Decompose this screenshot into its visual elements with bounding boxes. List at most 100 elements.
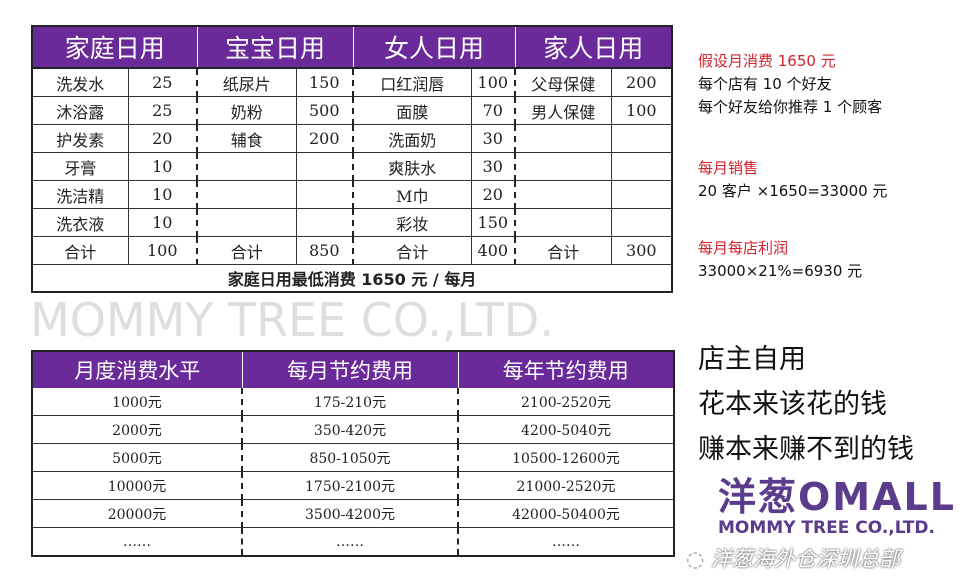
item-name-cell: M巾 — [352, 180, 472, 209]
item-name-cell: 合计 — [196, 236, 297, 265]
item-value-cell: 500 — [295, 96, 354, 125]
item-name-cell: 纸尿片 — [196, 68, 297, 97]
table-row: 5000元 850-1050元 10500-12600元 — [32, 443, 674, 472]
item-value-cell: 200 — [610, 68, 673, 97]
item-value-cell — [295, 180, 354, 209]
item-name-cell: 护发素 — [32, 124, 128, 153]
item-name-cell: 父母保健 — [514, 68, 612, 97]
wechat-icon: ◌ — [686, 547, 705, 571]
item-name-cell — [514, 208, 612, 237]
table-cell: 5000元 — [32, 443, 242, 472]
profit-title: 每月每店利润 — [698, 239, 789, 257]
table-cell: 4200-5040元 — [457, 415, 674, 444]
column-header: 宝宝日用 — [196, 26, 354, 69]
table-row: 10000元 1750-2100元 21000-2520元 — [32, 471, 674, 500]
item-name-cell — [196, 152, 297, 181]
owner-title: 店主自用 — [698, 344, 806, 375]
table-cell: 175-210元 — [241, 388, 458, 416]
table-cell: 2100-2520元 — [457, 388, 674, 416]
footer-total: 家庭日用最低消费 1650 元 / 每月 — [227, 270, 477, 289]
item-name-cell — [196, 208, 297, 237]
item-name-cell: 洗面奶 — [352, 124, 472, 153]
table-row: 20000元 3500-4200元 42000-50400元 — [32, 499, 674, 528]
profit-block: 每月每店利润 33000×21%=6930 元 — [698, 237, 862, 283]
item-name-cell — [196, 180, 297, 209]
column-header: 女人日用 — [352, 26, 516, 69]
item-value-cell: 200 — [295, 124, 354, 153]
item-name-cell — [514, 124, 612, 153]
owner-line-1: 花本来该花的钱 — [698, 389, 887, 420]
column-header: 月度消费水平 — [31, 351, 242, 388]
item-value-cell — [610, 124, 673, 153]
item-value-cell — [610, 152, 673, 181]
wechat-account: 洋葱海外仓深圳总部 — [711, 547, 901, 571]
table-row: 护发素 20 辅食 200 洗面奶 30 — [32, 124, 673, 153]
table-cell: 10500-12600元 — [457, 443, 674, 472]
category-budget-table: 家庭日用 宝宝日用 女人日用 家人日用 洗发水 25 纸尿片 150 口红润唇 100 父母保健 2… — [31, 25, 674, 293]
table-row: 1000元 175-210元 2100-2520元 — [32, 388, 674, 416]
brand-logo: 洋葱OMALL MOMMY TREE CO.,LTD. — [718, 476, 956, 538]
assumption-block: 假设月消费 1650 元 每个店有 10 个好友 每个好友给你推荐 1 个顾客 — [698, 50, 882, 119]
item-value-cell: 20 — [127, 124, 198, 153]
table-cell: 3500-4200元 — [241, 499, 458, 528]
table-cell: 1750-2100元 — [241, 471, 458, 500]
item-value-cell: 25 — [127, 68, 198, 97]
wechat-watermark: ◌ 洋葱海外仓深圳总部 — [686, 546, 900, 572]
item-name-cell: 沐浴露 — [32, 96, 128, 125]
item-value-cell: 30 — [470, 152, 516, 181]
table-cell: …… — [241, 527, 458, 556]
item-name-cell — [514, 152, 612, 181]
item-name-cell: 爽肤水 — [352, 152, 472, 181]
table-row: 洗洁精 10 M巾 20 — [32, 180, 673, 209]
item-name-cell: 彩妆 — [352, 208, 472, 237]
item-value-cell — [295, 152, 354, 181]
item-value-cell: 300 — [610, 236, 673, 265]
table-row: 牙膏 10 爽肤水 30 — [32, 152, 673, 181]
assumption-title: 假设月消费 1650 元 — [698, 52, 836, 70]
item-name-cell: 牙膏 — [32, 152, 128, 181]
table-row: 沐浴露 25 奶粉 500 面膜 70 男人保健 100 — [32, 96, 673, 125]
column-header: 家庭日用 — [31, 26, 198, 69]
item-name-cell: 辅食 — [196, 124, 297, 153]
table-footer-row: 家庭日用最低消费 1650 元 / 每月 — [32, 265, 672, 293]
item-value-cell: 150 — [470, 208, 516, 237]
table-cell: 350-420元 — [241, 415, 458, 444]
assumption-line: 每个店有 10 个好友 — [698, 75, 832, 93]
item-value-cell: 25 — [127, 96, 198, 125]
item-value-cell: 70 — [470, 96, 516, 125]
sales-block: 每月销售 20 客户 ×1650=33000 元 — [698, 157, 887, 203]
table-cell: 42000-50400元 — [457, 499, 674, 528]
item-value-cell: 850 — [295, 236, 354, 265]
table-row: 2000元 350-420元 4200-5040元 — [32, 415, 674, 444]
item-value-cell: 100 — [127, 236, 198, 265]
column-header: 家人日用 — [514, 26, 673, 69]
item-value-cell: 10 — [127, 208, 198, 237]
assumption-line: 每个好友给你推荐 1 个顾客 — [698, 98, 883, 116]
item-value-cell — [295, 208, 354, 237]
profit-line: 33000×21%=6930 元 — [698, 262, 863, 280]
item-value-cell: 20 — [470, 180, 516, 209]
item-value-cell: 30 — [470, 124, 516, 153]
item-value-cell: 400 — [470, 236, 516, 265]
item-value-cell: 150 — [295, 68, 354, 97]
item-name-cell: 合计 — [32, 236, 128, 265]
savings-table: 月度消费水平 每月节约费用 每年节约费用 1000元 175-210元 2100-252… — [31, 350, 675, 557]
table-cell: …… — [457, 527, 674, 556]
item-value-cell: 10 — [127, 152, 198, 181]
item-value-cell: 100 — [470, 68, 516, 97]
item-value-cell: 100 — [610, 96, 673, 125]
item-name-cell: 合计 — [352, 236, 472, 265]
table-cell: 1000元 — [32, 388, 242, 416]
table-row: 洗发水 25 纸尿片 150 口红润唇 100 父母保健 200 — [32, 68, 673, 97]
item-name-cell: 洗洁精 — [32, 180, 128, 209]
table-row: ……………… — [32, 527, 674, 556]
table-row: 合计 100 合计 850 合计 400 合计 300 — [32, 236, 673, 265]
column-header: 每月节约费用 — [241, 351, 458, 388]
table-cell: 2000元 — [32, 415, 242, 444]
table-cell: 20000元 — [32, 499, 242, 528]
item-name-cell: 洗发水 — [32, 68, 128, 97]
brand-logo-cn: 洋葱OMALL — [718, 475, 956, 519]
watermark-text: MOMMY TREE CO.,LTD. — [30, 293, 554, 347]
brand-logo-en: MOMMY TREE CO.,LTD. — [718, 518, 935, 538]
item-value-cell — [610, 208, 673, 237]
